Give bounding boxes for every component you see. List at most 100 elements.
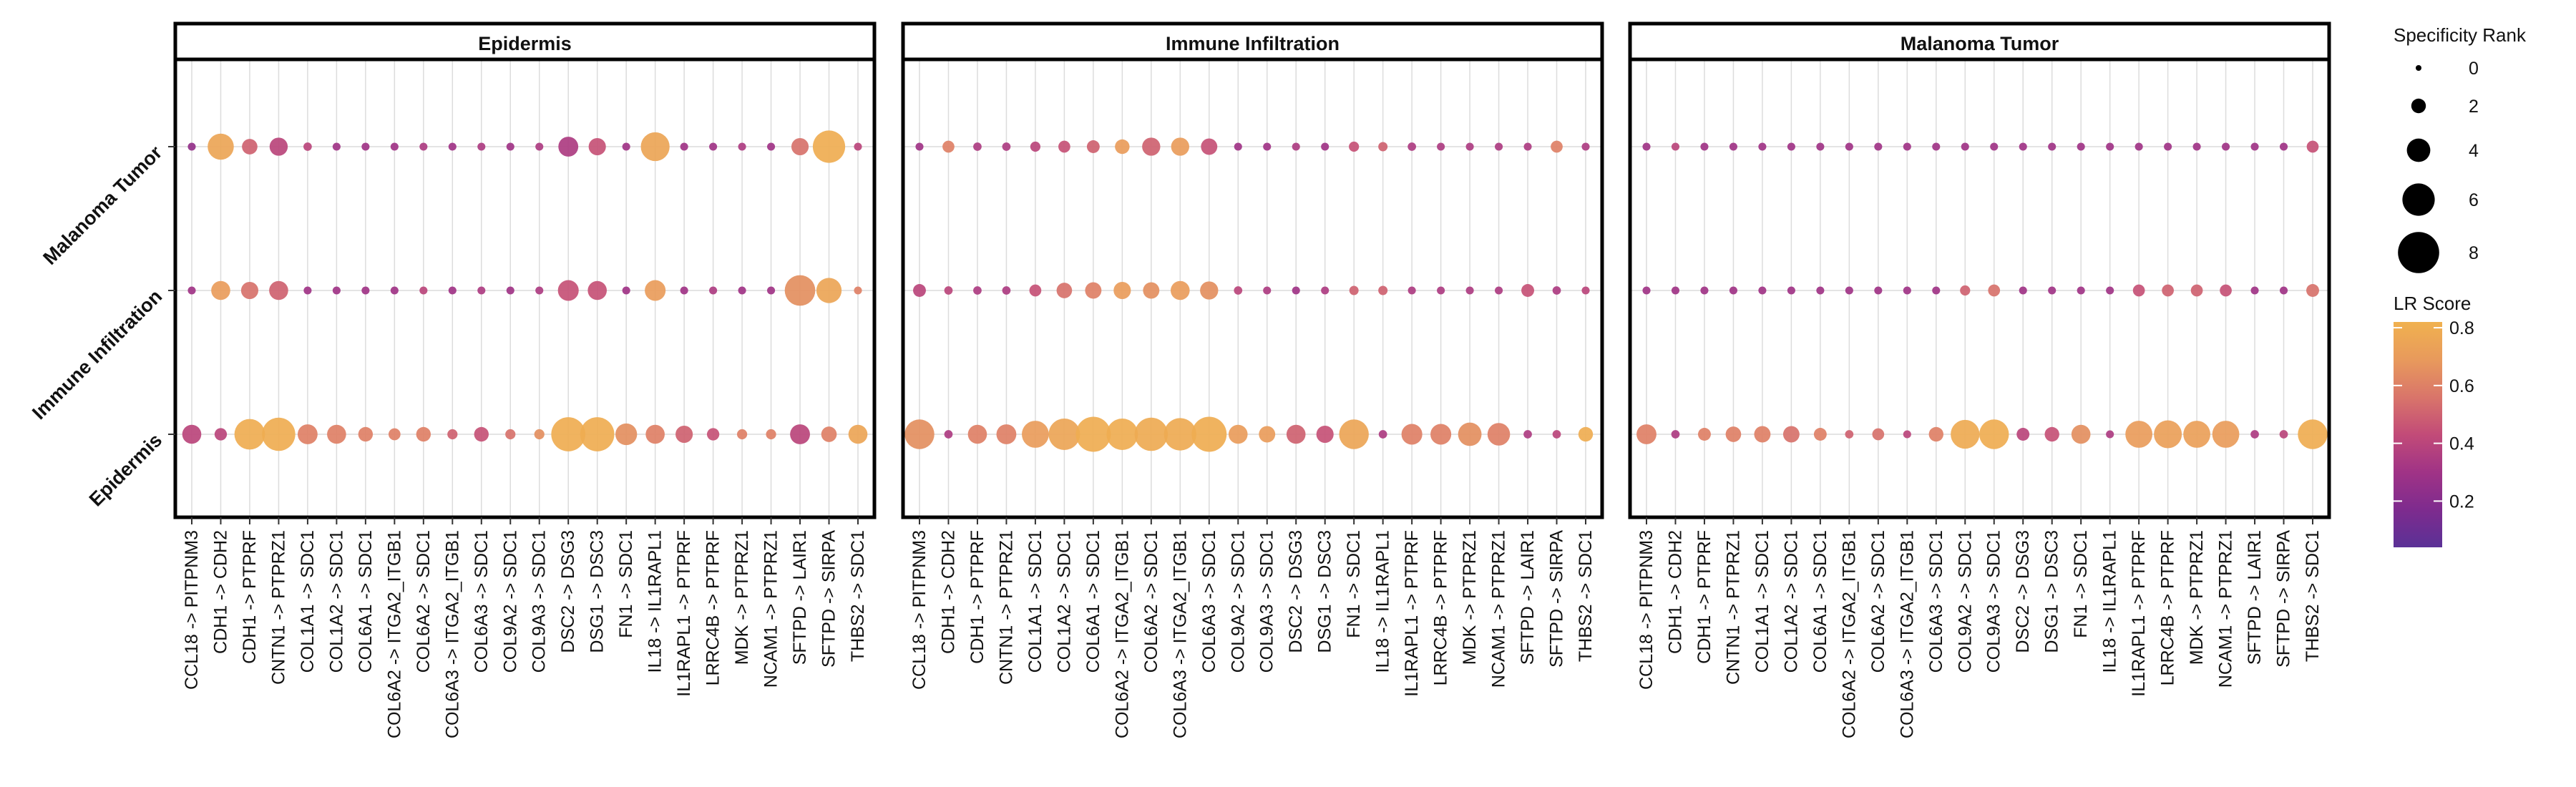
data-point — [1228, 424, 1248, 444]
x-tick-label: COL9A3 -> SDC1 — [1257, 530, 1277, 673]
data-point — [2077, 286, 2085, 295]
x-tick-label: SFTPD -> SIRPA — [819, 530, 839, 668]
data-point — [738, 142, 746, 151]
data-point — [709, 286, 718, 295]
size-legend-dot — [2416, 65, 2421, 71]
x-tick-label: IL1RAPL1 -> PTPRF — [1402, 530, 1422, 697]
data-point — [1171, 137, 1189, 156]
data-point — [1581, 286, 1590, 295]
data-point — [506, 142, 514, 151]
data-point — [913, 284, 926, 297]
data-point — [474, 426, 489, 442]
data-point — [1495, 286, 1503, 295]
data-point — [736, 429, 748, 440]
size-legend-dot — [2406, 138, 2431, 162]
x-tick-label: COL6A3 -> SDC1 — [1199, 530, 1219, 673]
data-point — [944, 430, 953, 439]
x-tick-label: COL1A2 -> SDC1 — [1054, 530, 1074, 673]
x-tick-label: IL1RAPL1 -> PTPRF — [674, 530, 694, 697]
data-point — [854, 142, 862, 151]
facet-title: Immune Infiltration — [1166, 33, 1340, 54]
data-point — [240, 281, 259, 300]
data-point — [1845, 430, 1854, 439]
data-point — [1201, 138, 1218, 155]
data-point — [2250, 286, 2259, 295]
x-tick-label: THBS2 -> SDC1 — [848, 530, 868, 662]
facet-panel: Immune Infiltration CCL18 -> PITPNM3 CDH1 … — [901, 21, 1604, 738]
data-point — [1932, 286, 1941, 295]
data-point — [1163, 418, 1196, 451]
data-point — [1872, 428, 1885, 441]
facet-panel: Epidermis CCL18 -> PITPNM3 CDH1 -> CDH2 CDH… — [173, 21, 877, 738]
data-point — [1465, 286, 1474, 295]
data-point — [182, 424, 202, 444]
facet-strip — [173, 21, 877, 62]
data-point — [2016, 428, 2030, 441]
data-point — [2048, 286, 2057, 295]
color-legend-label: 0.6 — [2449, 376, 2474, 396]
data-point — [2048, 142, 2057, 151]
data-point — [416, 426, 431, 442]
data-point — [967, 424, 987, 444]
x-tick-label: CDH1 -> CDH2 — [938, 530, 958, 654]
x-tick-label: COL1A2 -> SDC1 — [326, 530, 346, 673]
data-point — [2164, 142, 2172, 151]
data-point — [904, 419, 935, 449]
data-point — [1378, 430, 1387, 439]
data-point — [587, 280, 607, 300]
data-point — [1521, 284, 1535, 297]
data-point — [1979, 419, 2009, 449]
x-tick-label: LRRC4B -> PTPRF — [703, 530, 723, 685]
data-point — [1671, 142, 1680, 151]
data-point — [2044, 426, 2059, 442]
data-point — [2212, 421, 2240, 448]
x-tick-label: SFTPD -> LAIR1 — [2245, 530, 2265, 665]
data-point — [1758, 142, 1767, 151]
data-point — [1671, 286, 1680, 295]
data-point — [2190, 284, 2203, 297]
data-point — [622, 142, 630, 151]
data-point — [1113, 281, 1131, 300]
x-tick-label: COL1A1 -> SDC1 — [298, 530, 318, 673]
x-tick-label: CNTN1 -> PTPRZ1 — [268, 530, 288, 685]
data-point — [2306, 140, 2319, 153]
x-tick-label: SFTPD -> LAIR1 — [790, 530, 810, 665]
data-point — [2077, 142, 2085, 151]
data-point — [1292, 286, 1300, 295]
size-legend-title: Specificity Rank — [2394, 24, 2527, 46]
data-point — [303, 286, 312, 295]
x-tick-label: SFTPD -> SIRPA — [1547, 530, 1567, 668]
data-point — [790, 424, 810, 444]
data-point — [1430, 424, 1452, 445]
x-tick-label: COL6A2 -> SDC1 — [1141, 530, 1161, 673]
color-legend-label: 0.4 — [2449, 434, 2474, 454]
data-point — [303, 142, 312, 151]
data-point — [1171, 280, 1190, 300]
data-point — [2132, 284, 2145, 297]
data-point — [2071, 424, 2091, 444]
data-point — [1961, 142, 1969, 151]
x-tick-label: DSC2 -> DSG3 — [2013, 530, 2033, 653]
y-tick-label: Epidermis — [85, 429, 167, 511]
x-tick-label: COL9A3 -> SDC1 — [1984, 530, 2004, 673]
data-point — [1259, 426, 1276, 443]
x-tick-label: DSC2 -> DSG3 — [558, 530, 578, 653]
data-point — [390, 142, 399, 151]
x-tick-label: COL6A2 -> ITGA2_ITGB1 — [384, 530, 404, 738]
data-point — [448, 286, 457, 295]
data-point — [973, 142, 982, 151]
x-tick-label: MDK -> PTPRZ1 — [2187, 530, 2207, 665]
data-point — [767, 142, 776, 151]
x-tick-label: NCAM1 -> PTPRZ1 — [761, 530, 781, 688]
data-point — [973, 286, 982, 295]
data-point — [1134, 417, 1169, 451]
facets-layer: Epidermis CCL18 -> PITPNM3 CDH1 -> CDH2 CDH… — [173, 21, 2331, 738]
x-tick-label: COL6A3 -> SDC1 — [472, 530, 492, 673]
x-tick-label: CNTN1 -> PTPRZ1 — [996, 530, 1016, 685]
data-point — [1990, 142, 1999, 151]
data-point — [1407, 142, 1416, 151]
data-point — [2192, 142, 2201, 151]
data-point — [706, 428, 720, 441]
x-tick-label: FN1 -> SDC1 — [2071, 530, 2091, 638]
